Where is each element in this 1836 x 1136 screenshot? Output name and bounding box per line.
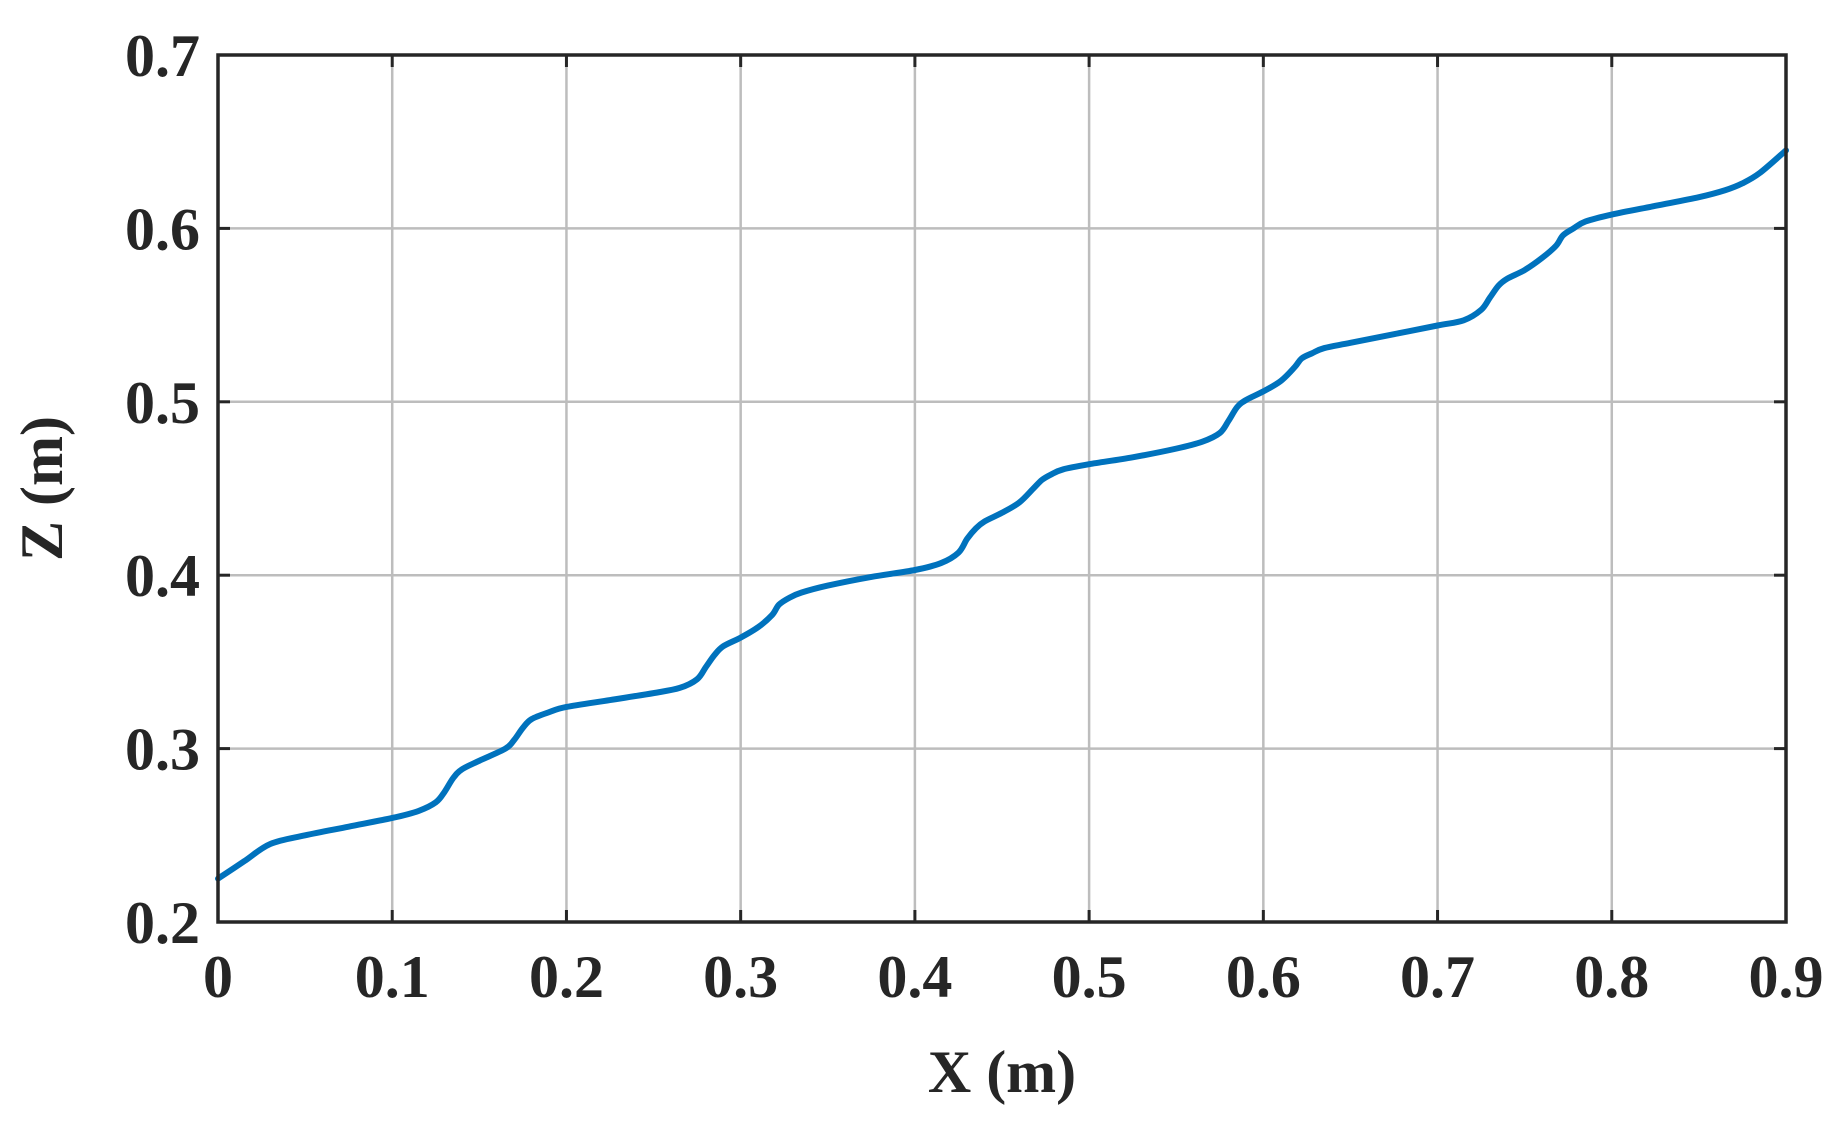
- x-tick-label: 0.4: [877, 944, 952, 1010]
- y-tick-label: 0.4: [125, 543, 200, 609]
- y-axis-tick-labels: 0.2 0.3 0.4 0.5 0.6 0.7: [125, 23, 200, 956]
- x-tick-label: 0.5: [1052, 944, 1127, 1010]
- x-tick-label: 0.9: [1749, 944, 1824, 1010]
- y-axis-label: Z (m): [9, 416, 75, 561]
- tick-marks: [216, 53, 1788, 924]
- series-line: [215, 147, 1789, 882]
- x-axis-tick-labels: 0 0.1 0.2 0.3 0.4 0.5 0.6 0.7 0.8 0.9: [203, 944, 1824, 1010]
- x-tick-label: 0: [203, 944, 233, 1010]
- x-tick-label: 0.1: [355, 944, 430, 1010]
- x-tick-label: 0.2: [529, 944, 604, 1010]
- x-tick-label: 0.8: [1574, 944, 1649, 1010]
- x-tick-label: 0.3: [703, 944, 778, 1010]
- x-tick-label: 0.7: [1400, 944, 1475, 1010]
- y-tick-label: 0.7: [125, 23, 200, 89]
- y-tick-label: 0.3: [125, 717, 200, 783]
- y-tick-label: 0.2: [125, 890, 200, 956]
- y-tick-label: 0.5: [125, 370, 200, 436]
- x-tick-label: 0.6: [1226, 944, 1301, 1010]
- y-tick-label: 0.6: [125, 196, 200, 262]
- x-axis-label: X (m): [928, 1039, 1076, 1105]
- series-layer: [215, 147, 1789, 882]
- grid-lines: [218, 55, 1786, 922]
- plot-area-frame: [216, 53, 1788, 924]
